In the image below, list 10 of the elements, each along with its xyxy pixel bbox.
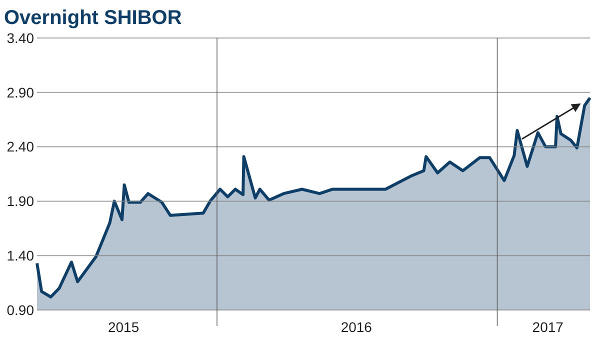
y-tick-label: 1.40 bbox=[6, 248, 34, 264]
x-tick-label: 2015 bbox=[108, 319, 140, 335]
y-tick-label: 2.90 bbox=[6, 84, 34, 100]
chart-title: Overnight SHIBOR bbox=[4, 7, 182, 29]
x-tick-label: 2017 bbox=[532, 319, 564, 335]
x-tick-label: 2016 bbox=[340, 319, 372, 335]
y-tick-label: 1.90 bbox=[6, 193, 34, 210]
y-tick-label: 2.40 bbox=[6, 138, 34, 155]
y-tick-label: 3.40 bbox=[6, 30, 34, 46]
y-tick-label: 0.90 bbox=[6, 302, 34, 318]
